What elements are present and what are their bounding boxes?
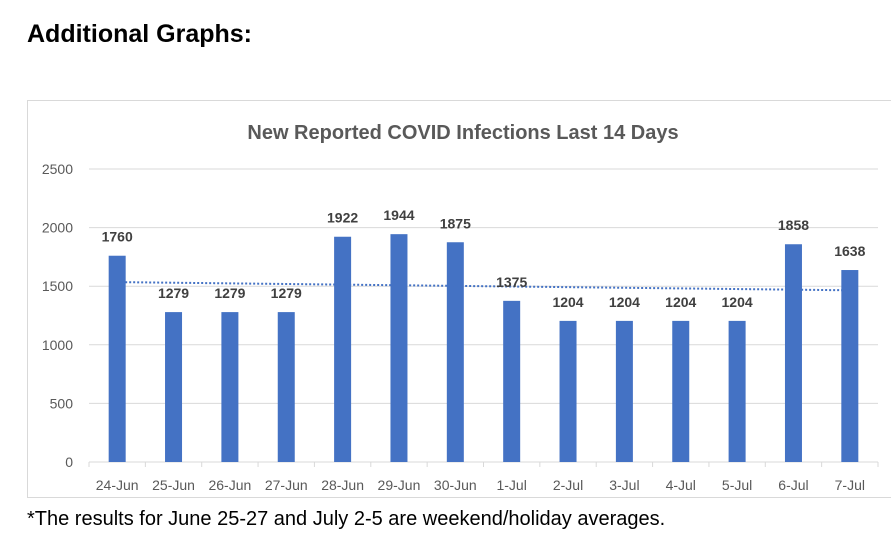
x-tick-label: 6-Jul (778, 477, 808, 493)
bar-2-jul (559, 320, 577, 462)
data-label: 1760 (102, 229, 133, 245)
bar-24-jun (108, 255, 126, 462)
bar-6-jul (784, 244, 802, 462)
x-tick-label: 29-Jun (378, 477, 421, 493)
x-tick-label: 28-Jun (321, 477, 364, 493)
bar-1-jul (503, 300, 521, 462)
chart-title: New Reported COVID Infections Last 14 Da… (247, 122, 678, 144)
y-axis-ticks: 0 500 1000 1500 2000 2500 (42, 161, 73, 470)
x-tick-label: 1-Jul (496, 477, 526, 493)
x-tick-label: 24-Jun (96, 477, 139, 493)
data-label: 1638 (834, 243, 865, 259)
data-label: 1922 (327, 210, 358, 226)
y-tick-label: 1000 (42, 337, 73, 353)
page-heading: Additional Graphs: (27, 20, 252, 48)
data-label: 1944 (383, 207, 414, 223)
x-tick-label: 27-Jun (265, 477, 308, 493)
bars (108, 234, 859, 462)
x-tick-label: 4-Jul (666, 477, 696, 493)
x-axis-ticks: 24-Jun 25-Jun 26-Jun 27-Jun 28-Jun 29-Jun 30-J… (88, 462, 879, 493)
data-label: 1204 (609, 294, 640, 310)
y-tick-label: 2500 (42, 161, 73, 177)
x-tick-label: 7-Jul (835, 477, 865, 493)
data-label: 1279 (271, 285, 302, 301)
bar-28-jun (334, 236, 352, 462)
data-label: 1279 (214, 285, 245, 301)
gridlines (89, 168, 878, 463)
y-tick-label: 1500 (42, 278, 73, 294)
data-label: 1204 (552, 294, 583, 310)
x-tick-label: 5-Jul (722, 477, 752, 493)
x-tick-label: 2-Jul (553, 477, 583, 493)
y-tick-label: 0 (65, 454, 73, 470)
x-tick-label: 3-Jul (609, 477, 639, 493)
data-label: 1204 (665, 294, 696, 310)
bar-4-jul (672, 320, 690, 462)
bar-29-jun (390, 234, 408, 462)
bar-26-jun (221, 312, 239, 462)
footnote: *The results for June 25-27 and July 2-5… (27, 508, 666, 530)
bar-25-jun (165, 312, 183, 462)
y-tick-label: 2000 (42, 220, 73, 236)
data-label: 1375 (496, 274, 527, 290)
bar-3-jul (615, 320, 633, 462)
bar-27-jun (277, 312, 295, 462)
data-label: 1875 (440, 215, 471, 231)
bar-7-jul (841, 270, 859, 462)
data-label: 1858 (778, 217, 809, 233)
data-labels: 1760 1279 1279 1279 1922 1944 1875 1375 1204 1204… (102, 207, 866, 310)
bar-5-jul (728, 320, 746, 462)
bar-30-jun (446, 242, 464, 462)
x-tick-label: 25-Jun (152, 477, 195, 493)
y-tick-label: 500 (50, 395, 74, 411)
data-label: 1204 (722, 294, 753, 310)
x-tick-label: 30-Jun (434, 477, 477, 493)
data-label: 1279 (158, 285, 189, 301)
x-tick-label: 26-Jun (208, 477, 251, 493)
